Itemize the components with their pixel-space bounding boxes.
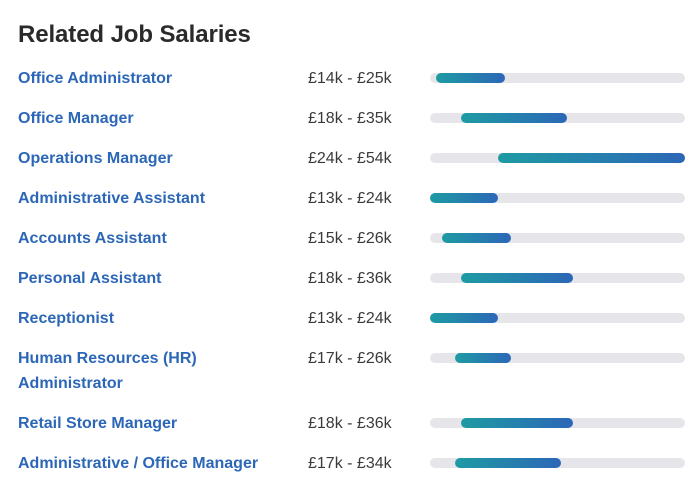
salary-row: Receptionist £13k - £24k <box>18 306 688 354</box>
salary-bar-fill <box>430 193 499 203</box>
salary-bar-track <box>430 113 685 123</box>
salary-bar-fill <box>454 458 561 468</box>
salary-bar-track <box>430 193 685 203</box>
salary-range: £24k - £54k <box>308 150 392 167</box>
job-title-link[interactable]: Office Administrator <box>18 70 173 87</box>
salary-bar-fill <box>498 153 685 163</box>
job-title-link[interactable]: Operations Manager <box>18 150 173 167</box>
salary-row: Personal Assistant £18k - £36k <box>18 266 688 314</box>
job-title-link[interactable]: Administrative / Office Manager <box>18 455 259 472</box>
salary-bar-track <box>430 313 685 323</box>
salary-row: Human Resources (HR) Administrator £17k -… <box>18 346 688 394</box>
salary-bar-track <box>430 73 685 83</box>
salary-bar-fill <box>436 73 505 83</box>
salary-row: Office Administrator £14k - £25k <box>18 66 688 114</box>
job-title-link[interactable]: Administrative Assistant <box>18 190 206 207</box>
salary-range: £17k - £34k <box>308 455 392 472</box>
job-title-link[interactable]: Personal Assistant <box>18 270 162 287</box>
salary-row: Office Manager £18k - £35k <box>18 106 688 154</box>
job-title-link[interactable]: Accounts Assistant <box>18 230 167 247</box>
salary-range: £13k - £24k <box>308 190 392 207</box>
salary-row: Accounts Assistant £15k - £26k <box>18 226 688 274</box>
salary-bar-fill <box>454 353 511 363</box>
salary-row: Administrative Assistant £13k - £24k <box>18 186 688 234</box>
salary-bar-track <box>430 353 685 363</box>
salary-bar-track <box>430 233 685 243</box>
salary-row: Operations Manager £24k - £54k <box>18 146 688 194</box>
salary-range: £18k - £35k <box>308 110 392 127</box>
salary-range: £14k - £25k <box>308 70 392 87</box>
salary-bar-track <box>430 273 685 283</box>
salary-range: £18k - £36k <box>308 415 392 432</box>
job-title-link[interactable]: Office Manager <box>18 110 134 127</box>
salary-bar-track <box>430 458 685 468</box>
salary-row: Administrative / Office Manager £17k - £3… <box>18 451 688 499</box>
salary-bar-fill <box>461 273 574 283</box>
salary-range: £13k - £24k <box>308 310 392 327</box>
salary-bar-fill <box>461 418 574 428</box>
salary-row: Retail Store Manager £18k - £36k <box>18 411 688 459</box>
salary-bar-fill <box>461 113 567 123</box>
salary-bar-fill <box>430 313 499 323</box>
salary-bar-track <box>430 153 685 163</box>
job-title-link[interactable]: Receptionist <box>18 310 115 327</box>
salary-range: £18k - £36k <box>308 270 392 287</box>
salary-bar-fill <box>442 233 511 243</box>
salary-range: £17k - £26k <box>308 350 392 367</box>
salary-range: £15k - £26k <box>308 230 392 247</box>
section-title: Related Job Salaries <box>18 21 251 48</box>
job-title-link[interactable]: Retail Store Manager <box>18 415 178 432</box>
salary-bar-track <box>430 418 685 428</box>
job-title-link[interactable]: Human Resources (HR) Administrator <box>18 350 197 392</box>
